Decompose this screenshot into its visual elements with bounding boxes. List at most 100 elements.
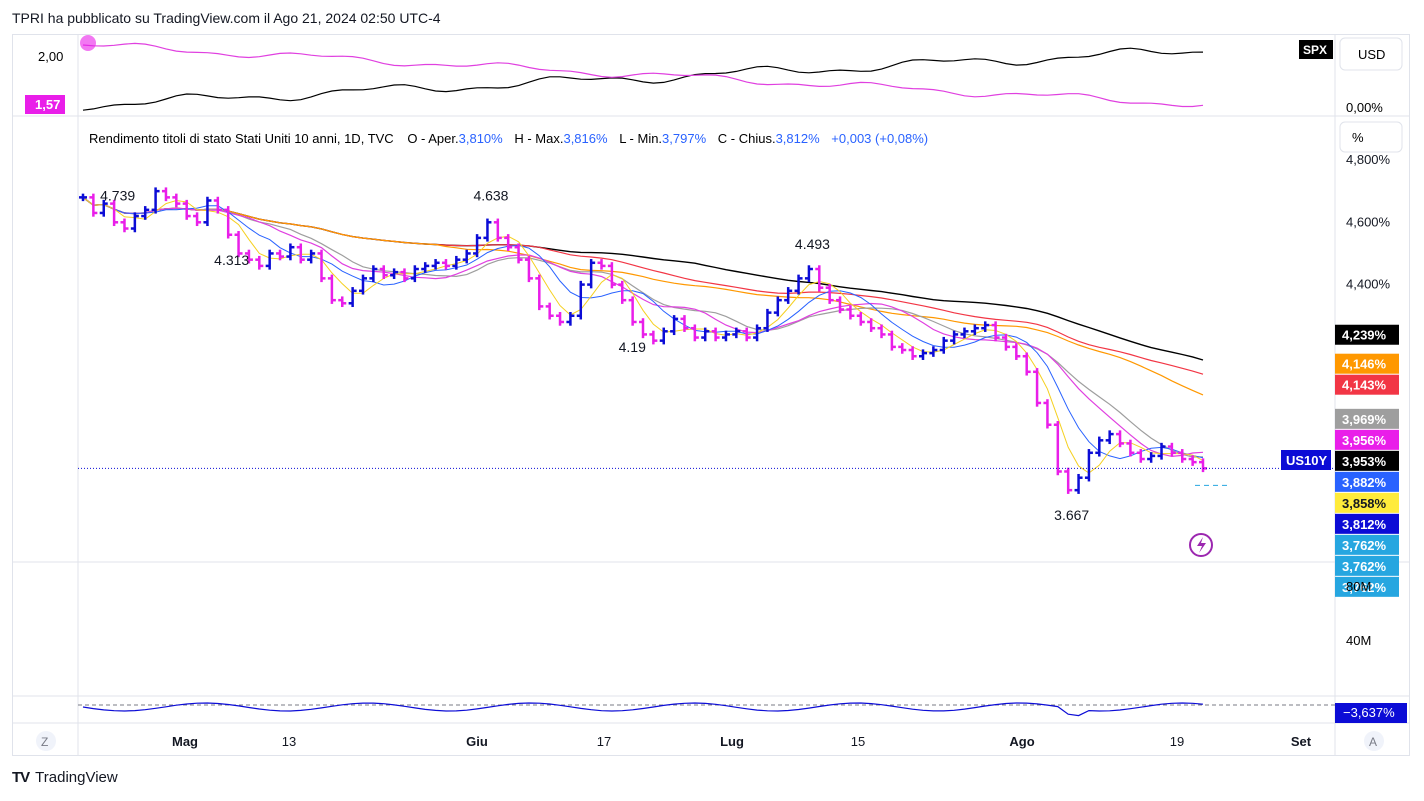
footer-brand: TradingView: [35, 769, 118, 786]
ohlc-bar: [659, 327, 668, 345]
ohlc-bar: [514, 243, 523, 264]
time-axis-label: 15: [851, 734, 865, 749]
currency-button-label: USD: [1358, 47, 1385, 62]
ohlc-bar: [120, 218, 129, 233]
auto-scale-button-label: A: [1369, 735, 1377, 749]
price-label: 4,239%: [1342, 328, 1387, 343]
time-axis-label: Lug: [720, 734, 744, 749]
ohlc-bar: [908, 346, 917, 360]
ohlc-bar: [556, 312, 565, 326]
ohlc-bar: [877, 324, 886, 339]
spx-line: [82, 47, 1204, 111]
volume-tick-40m: 40M: [1346, 633, 1371, 648]
top-pane: [80, 35, 1204, 111]
ohlc-bar: [441, 259, 450, 270]
osc-line: [82, 702, 1204, 717]
time-axis-label: 17: [597, 734, 611, 749]
ohlc-bar: [618, 280, 627, 304]
ohlc-bar: [566, 312, 575, 326]
ohlc-bar: [1105, 430, 1114, 445]
ohlc-bar: [836, 296, 845, 314]
time-axis-label: 19: [1170, 734, 1184, 749]
left-scale-top-label: 2,00: [38, 49, 63, 64]
ohlc-bar: [887, 330, 896, 351]
ohlc-bar: [431, 259, 440, 270]
ohlc-bar: [846, 305, 855, 320]
currency-button[interactable]: [1339, 37, 1403, 71]
price-label-bg: [1335, 429, 1399, 450]
main-pane: [78, 187, 1335, 494]
top-right-scale-label: 0,00%: [1346, 100, 1383, 115]
footer: TV TradingView: [12, 769, 118, 786]
price-label: 3,969%: [1342, 412, 1387, 427]
ohlc-bar: [815, 265, 824, 292]
legend-open-label: O - Aper.: [407, 131, 458, 146]
ohlc-bar: [939, 336, 948, 354]
ohlc-bar: [141, 206, 150, 220]
auto-scale-button[interactable]: A: [1364, 731, 1384, 751]
ohlc-bar: [296, 243, 305, 264]
ohlc-bar: [628, 296, 637, 326]
legend-close-value: 3,812%: [776, 131, 821, 146]
price-label-bg: [1335, 513, 1399, 534]
ohlc-bar: [680, 315, 689, 332]
price-label-bg: [1335, 534, 1399, 555]
legend-low-label: L - Min.: [619, 131, 662, 146]
price-annotations: 4.739 4.638 4.313 4.19 4.493 3.667: [100, 187, 1089, 523]
percent-button[interactable]: [1339, 121, 1403, 153]
ohlc-bar: [1043, 399, 1052, 429]
ohlc-bar: [182, 199, 191, 220]
ohlc-bar: [1084, 449, 1093, 482]
chart-svg: 2,00 1,57 SPX USD 0,00% 4.739 4.6384.3134…: [13, 35, 1409, 755]
ohlc-bar: [462, 249, 471, 264]
ohlc-bar: [898, 343, 907, 354]
ohlc-bar: [1199, 458, 1207, 473]
price-label-bg: [1335, 492, 1399, 513]
ohlc-bar: [224, 206, 233, 239]
ohlc-bar: [1167, 442, 1176, 457]
ohlc-bar: [327, 274, 336, 304]
ohlc-bar: [473, 234, 482, 258]
price-label-bg: [1335, 324, 1399, 345]
ohlc-bar: [1095, 436, 1104, 457]
time-axis-label: Set: [1291, 734, 1312, 749]
ohlc-bar: [203, 196, 212, 227]
legend-low-value: 3,797%: [662, 131, 707, 146]
ohlc-bar: [1064, 467, 1073, 494]
ohlc-bar: [1053, 421, 1062, 476]
price-annotation: 4.493: [795, 236, 830, 252]
scale-left-button[interactable]: Z: [36, 731, 56, 751]
price-labels: 4,239% 4,146% 4,143% 3,969% 3,956% 3,953% 3,88…: [1335, 324, 1399, 597]
ohlc-bar: [773, 296, 782, 317]
ohlc-bar: [535, 274, 544, 311]
symbol-badge: US10Y: [1286, 453, 1328, 468]
lightning-icon[interactable]: [1189, 533, 1213, 557]
legend-title: Rendimento titoli di stato Stati Uniti 1…: [89, 131, 394, 146]
price-label: 3,762%: [1342, 538, 1387, 553]
price-tick: 4,800%: [1346, 152, 1391, 167]
price-label: 3,812%: [1342, 517, 1387, 532]
publication-header: TPRI ha pubblicato su TradingView.com il…: [12, 10, 441, 26]
ohlc-bar: [99, 199, 108, 217]
ohlc-bar: [825, 283, 834, 304]
ohlc-bar: [1001, 333, 1010, 351]
legend-line: Rendimento titoli di stato Stati Uniti 1…: [89, 131, 928, 146]
ohlc-bar: [504, 234, 513, 251]
ohlc-bar: [369, 265, 378, 283]
ohlc-bar: [193, 212, 202, 227]
price-label: 3,956%: [1342, 433, 1387, 448]
price-tick: 4,600%: [1346, 214, 1391, 229]
ohlc-bar: [483, 218, 492, 242]
legend-high-value: 3,816%: [563, 131, 608, 146]
tradingview-logo-icon: TV: [12, 769, 30, 786]
ohlc-bar: [524, 255, 533, 283]
ohlc-bar: [89, 193, 98, 217]
ohlc-bar: [1126, 439, 1135, 457]
ohlc-bar: [919, 349, 927, 360]
ohlc-bar: [639, 318, 647, 339]
ohlc-bar: [359, 274, 367, 295]
ohlc-bar: [981, 321, 990, 332]
price-annotation: 3.667: [1054, 507, 1089, 523]
spx-badge: SPX: [1303, 43, 1327, 57]
price-label: 3,858%: [1342, 496, 1387, 511]
